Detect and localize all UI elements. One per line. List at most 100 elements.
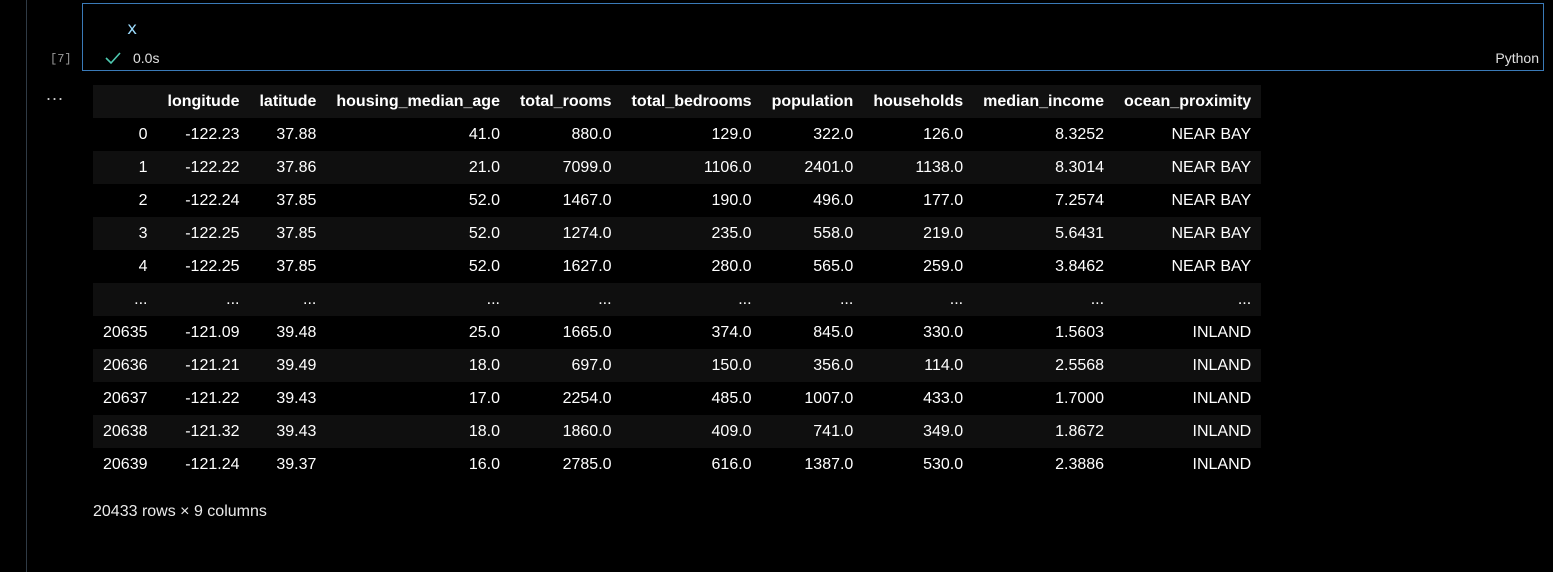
table-cell: 530.0 <box>923 455 964 473</box>
table-row: 20639 -121.24 39.37 16.0 2785.0 616.0 1387.0 53… <box>93 448 1262 481</box>
table-cell: ... <box>303 290 317 308</box>
table-cell: 52.0 <box>468 191 500 209</box>
table-row: 1 -122.22 37.86 21.0 7099.0 1106.0 2401.0 1138.… <box>93 151 1262 184</box>
table-cell: ... <box>1090 290 1105 308</box>
column-header: households <box>863 85 974 118</box>
table-cell: 1.5603 <box>1055 323 1105 341</box>
table-cell: 39.43 <box>276 389 317 407</box>
table-cell: 565.0 <box>813 257 854 275</box>
table-cell: 7099.0 <box>562 158 612 176</box>
table-cell: ... <box>486 290 500 308</box>
table-cell: 39.48 <box>276 323 317 341</box>
table-cell: ... <box>1237 290 1252 308</box>
table-cell: 485.0 <box>711 389 752 407</box>
table-cell: -121.22 <box>185 389 240 407</box>
table-cell: 1627.0 <box>562 257 612 275</box>
table-cell: 1274.0 <box>562 224 612 242</box>
table-cell: 2.5568 <box>1055 356 1105 374</box>
checkmark-icon <box>103 50 123 66</box>
table-cell: 177.0 <box>923 191 964 209</box>
table-cell: 37.86 <box>276 158 317 176</box>
table-cell: NEAR BAY <box>1171 224 1252 242</box>
table-cell: ... <box>598 290 612 308</box>
table-cell: 409.0 <box>711 422 752 440</box>
column-header: median_income <box>973 85 1115 118</box>
table-cell: 1.7000 <box>1055 389 1105 407</box>
table-row: 20637 -121.22 39.43 17.0 2254.0 485.0 1007.0 43… <box>93 382 1262 415</box>
table-cell: 39.37 <box>276 455 317 473</box>
table-cell: 259.0 <box>923 257 964 275</box>
table-cell: -121.24 <box>185 455 240 473</box>
table-cell: 330.0 <box>923 323 964 341</box>
table-cell: 2254.0 <box>562 389 612 407</box>
column-header: population <box>761 85 864 118</box>
table-cell: 39.43 <box>276 422 317 440</box>
code-cell[interactable]: x 0.0s Python <box>82 3 1544 71</box>
table-row: 4 -122.25 37.85 52.0 1627.0 280.0 565.0 259.0 3.… <box>93 250 1262 283</box>
column-header: latitude <box>249 85 327 118</box>
table-cell: 1.8672 <box>1055 422 1105 440</box>
table-cell: -122.25 <box>185 224 240 242</box>
table-cell: 25.0 <box>468 323 500 341</box>
table-cell: 697.0 <box>571 356 612 374</box>
table-cell: NEAR BAY <box>1171 125 1252 143</box>
code-editor[interactable]: x <box>127 19 138 39</box>
table-cell: 5.6431 <box>1055 224 1105 242</box>
column-header: ocean_proximity <box>1114 85 1262 118</box>
table-cell: 1387.0 <box>804 455 854 473</box>
row-index: 2 <box>138 191 148 209</box>
table-cell: -122.22 <box>185 158 240 176</box>
table-cell: 7.2574 <box>1055 191 1105 209</box>
table-cell: NEAR BAY <box>1171 257 1252 275</box>
table-cell: 1467.0 <box>562 191 612 209</box>
table-cell: 845.0 <box>813 323 854 341</box>
table-cell: 1007.0 <box>804 389 854 407</box>
row-index: 20637 <box>103 389 148 407</box>
table-cell: 8.3014 <box>1055 158 1105 176</box>
table-cell: -121.09 <box>185 323 240 341</box>
dataframe-shape: 20433 rows × 9 columns <box>93 503 267 520</box>
table-cell: INLAND <box>1192 389 1252 407</box>
table-cell: ... <box>949 290 964 308</box>
table-cell: -121.21 <box>185 356 240 374</box>
table-cell: 114.0 <box>924 356 964 374</box>
table-cell: 496.0 <box>813 191 854 209</box>
column-header: longitude <box>157 85 250 118</box>
language-picker[interactable]: Python <box>1495 50 1539 66</box>
dataframe-table: longitude latitude housing_median_age total… <box>93 85 1262 481</box>
table-row: 3 -122.25 37.85 52.0 1274.0 235.0 558.0 219.0 5.… <box>93 217 1262 250</box>
table-cell: 18.0 <box>468 422 500 440</box>
table-cell: 2.3886 <box>1055 455 1105 473</box>
table-cell: 37.88 <box>276 125 317 143</box>
execution-count: [7] <box>50 52 72 66</box>
column-header: housing_median_age <box>326 85 510 118</box>
row-index: 4 <box>138 257 148 275</box>
table-cell: 52.0 <box>468 257 500 275</box>
table-cell: 41.0 <box>468 125 500 143</box>
table-cell: -122.25 <box>185 257 240 275</box>
execution-status: 0.0s <box>103 50 159 66</box>
table-cell: INLAND <box>1192 455 1252 473</box>
table-cell: INLAND <box>1192 422 1252 440</box>
table-cell: 558.0 <box>813 224 854 242</box>
table-cell: 1138.0 <box>915 158 964 176</box>
table-cell: 126.0 <box>923 125 964 143</box>
table-cell: 2401.0 <box>804 158 854 176</box>
table-cell: 37.85 <box>276 257 317 275</box>
table-cell: 1665.0 <box>562 323 612 341</box>
output-more-actions-button[interactable]: ... <box>46 84 65 104</box>
table-cell: NEAR BAY <box>1171 191 1252 209</box>
table-row: 0 -122.23 37.88 41.0 880.0 129.0 322.0 126.0 8.3… <box>93 118 1262 151</box>
row-index: 20635 <box>103 323 148 341</box>
table-cell: 374.0 <box>711 323 752 341</box>
table-cell: 280.0 <box>711 257 752 275</box>
table-cell: 190.0 <box>711 191 752 209</box>
execution-time: 0.0s <box>133 50 160 66</box>
table-cell: NEAR BAY <box>1171 158 1252 176</box>
table-cell: 37.85 <box>276 191 317 209</box>
column-header: total_bedrooms <box>621 85 762 118</box>
table-cell: ... <box>839 290 854 308</box>
table-row: 20636 -121.21 39.49 18.0 697.0 150.0 356.0 114.… <box>93 349 1262 382</box>
table-cell: 2785.0 <box>562 455 612 473</box>
row-index: 0 <box>138 125 148 143</box>
